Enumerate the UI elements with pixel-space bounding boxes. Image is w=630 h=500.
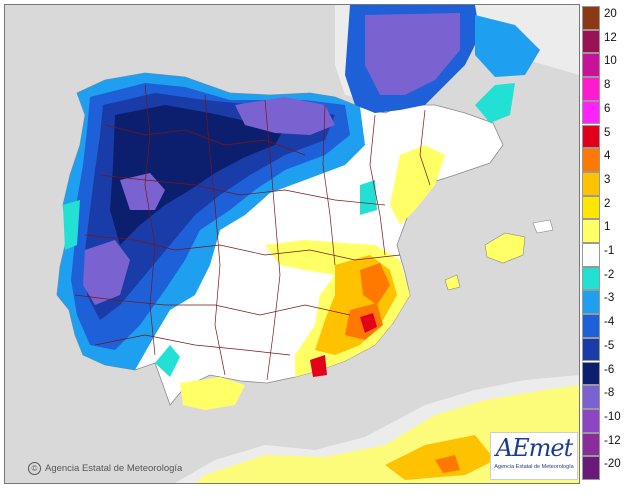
legend-swatch [582, 290, 600, 315]
legend-swatch [582, 456, 600, 480]
anomaly-area-1-east [390, 145, 445, 225]
legend-swatch [582, 6, 600, 30]
menorca [532, 219, 554, 234]
legend-label: 6 [604, 102, 611, 115]
copyright-notice: © Agencia Estatal de Meteorología [28, 462, 182, 475]
legend-label: 20 [604, 8, 617, 20]
anomaly-area--2-south [155, 345, 180, 377]
anomaly-area-france--3 [475, 15, 540, 77]
legend-swatch [582, 266, 600, 291]
mallorca [484, 232, 526, 264]
legend-label: -3 [604, 292, 615, 305]
anomaly-area-africa-4 [435, 455, 460, 473]
legend-label: -2 [604, 268, 615, 281]
legend-label: -12 [604, 434, 621, 447]
legend-label: 4 [604, 150, 611, 163]
temperature-map [4, 4, 580, 484]
legend-label: 1 [604, 221, 611, 234]
anomaly-area-5 [360, 313, 377, 333]
legend-swatch [582, 100, 600, 125]
legend-swatch [582, 337, 600, 362]
anomaly-area--8-west [120, 173, 165, 210]
legend-swatch [582, 361, 600, 386]
legend-swatch [582, 243, 600, 267]
copyright-text: Agencia Estatal de Meteorología [45, 463, 183, 474]
legend-swatch [582, 77, 600, 101]
legend-label: -6 [604, 363, 615, 376]
anomaly-area--8-portugal [83, 240, 130, 305]
color-legend: 20 12 10 8 6 5 4 3 2 1 -1 -2 -3 -4 -5 -6 -8 -10 -12 -20 [582, 6, 628, 480]
legend-label: 10 [604, 55, 617, 68]
legend-swatch [582, 385, 600, 409]
legend-swatch [582, 219, 600, 243]
legend-label: -1 [604, 245, 615, 257]
anomaly-area--2-centre [360, 180, 377, 215]
logo-mark: AEmet [495, 434, 573, 462]
anomaly-area-4-north [360, 263, 390, 305]
ibiza [444, 274, 461, 291]
legend-label: -10 [604, 410, 621, 423]
aemet-logo: AEmet Agencia Estatal de Meteorología [490, 432, 578, 480]
legend-swatch [582, 432, 600, 457]
anomaly-area-catalonia--2 [475, 83, 515, 123]
legend-swatch [582, 314, 600, 338]
legend-swatch [582, 195, 600, 220]
map-canvas [5, 5, 579, 483]
logo-subtext: Agencia Estatal de Meteorología [494, 464, 574, 470]
legend-swatch [582, 171, 600, 196]
legend-label: -20 [604, 458, 621, 471]
legend-label: 3 [604, 173, 611, 186]
legend-label: -5 [604, 339, 615, 352]
anomaly-area--2-west [63, 200, 80, 250]
legend-label: 12 [604, 31, 617, 44]
anomaly-area-5-south [310, 355, 327, 377]
legend-label: 2 [604, 197, 611, 210]
anomaly-area-france--8 [365, 13, 460, 95]
legend-swatch [582, 53, 600, 78]
legend-label: 8 [604, 79, 611, 92]
province-boundaries [74, 84, 431, 381]
copyright-icon: © [28, 462, 41, 475]
legend-swatch [582, 29, 600, 54]
legend-label: -4 [604, 316, 615, 329]
legend-swatch [582, 408, 600, 433]
anomaly-area--8-pyrenees [235, 97, 335, 135]
legend-swatch [582, 148, 600, 172]
legend-label: 5 [604, 126, 611, 139]
legend-label: -8 [604, 387, 615, 400]
anomaly-area-1-south [180, 377, 245, 410]
anomaly-area-africa-3 [385, 435, 495, 480]
legend-swatch [582, 124, 600, 149]
